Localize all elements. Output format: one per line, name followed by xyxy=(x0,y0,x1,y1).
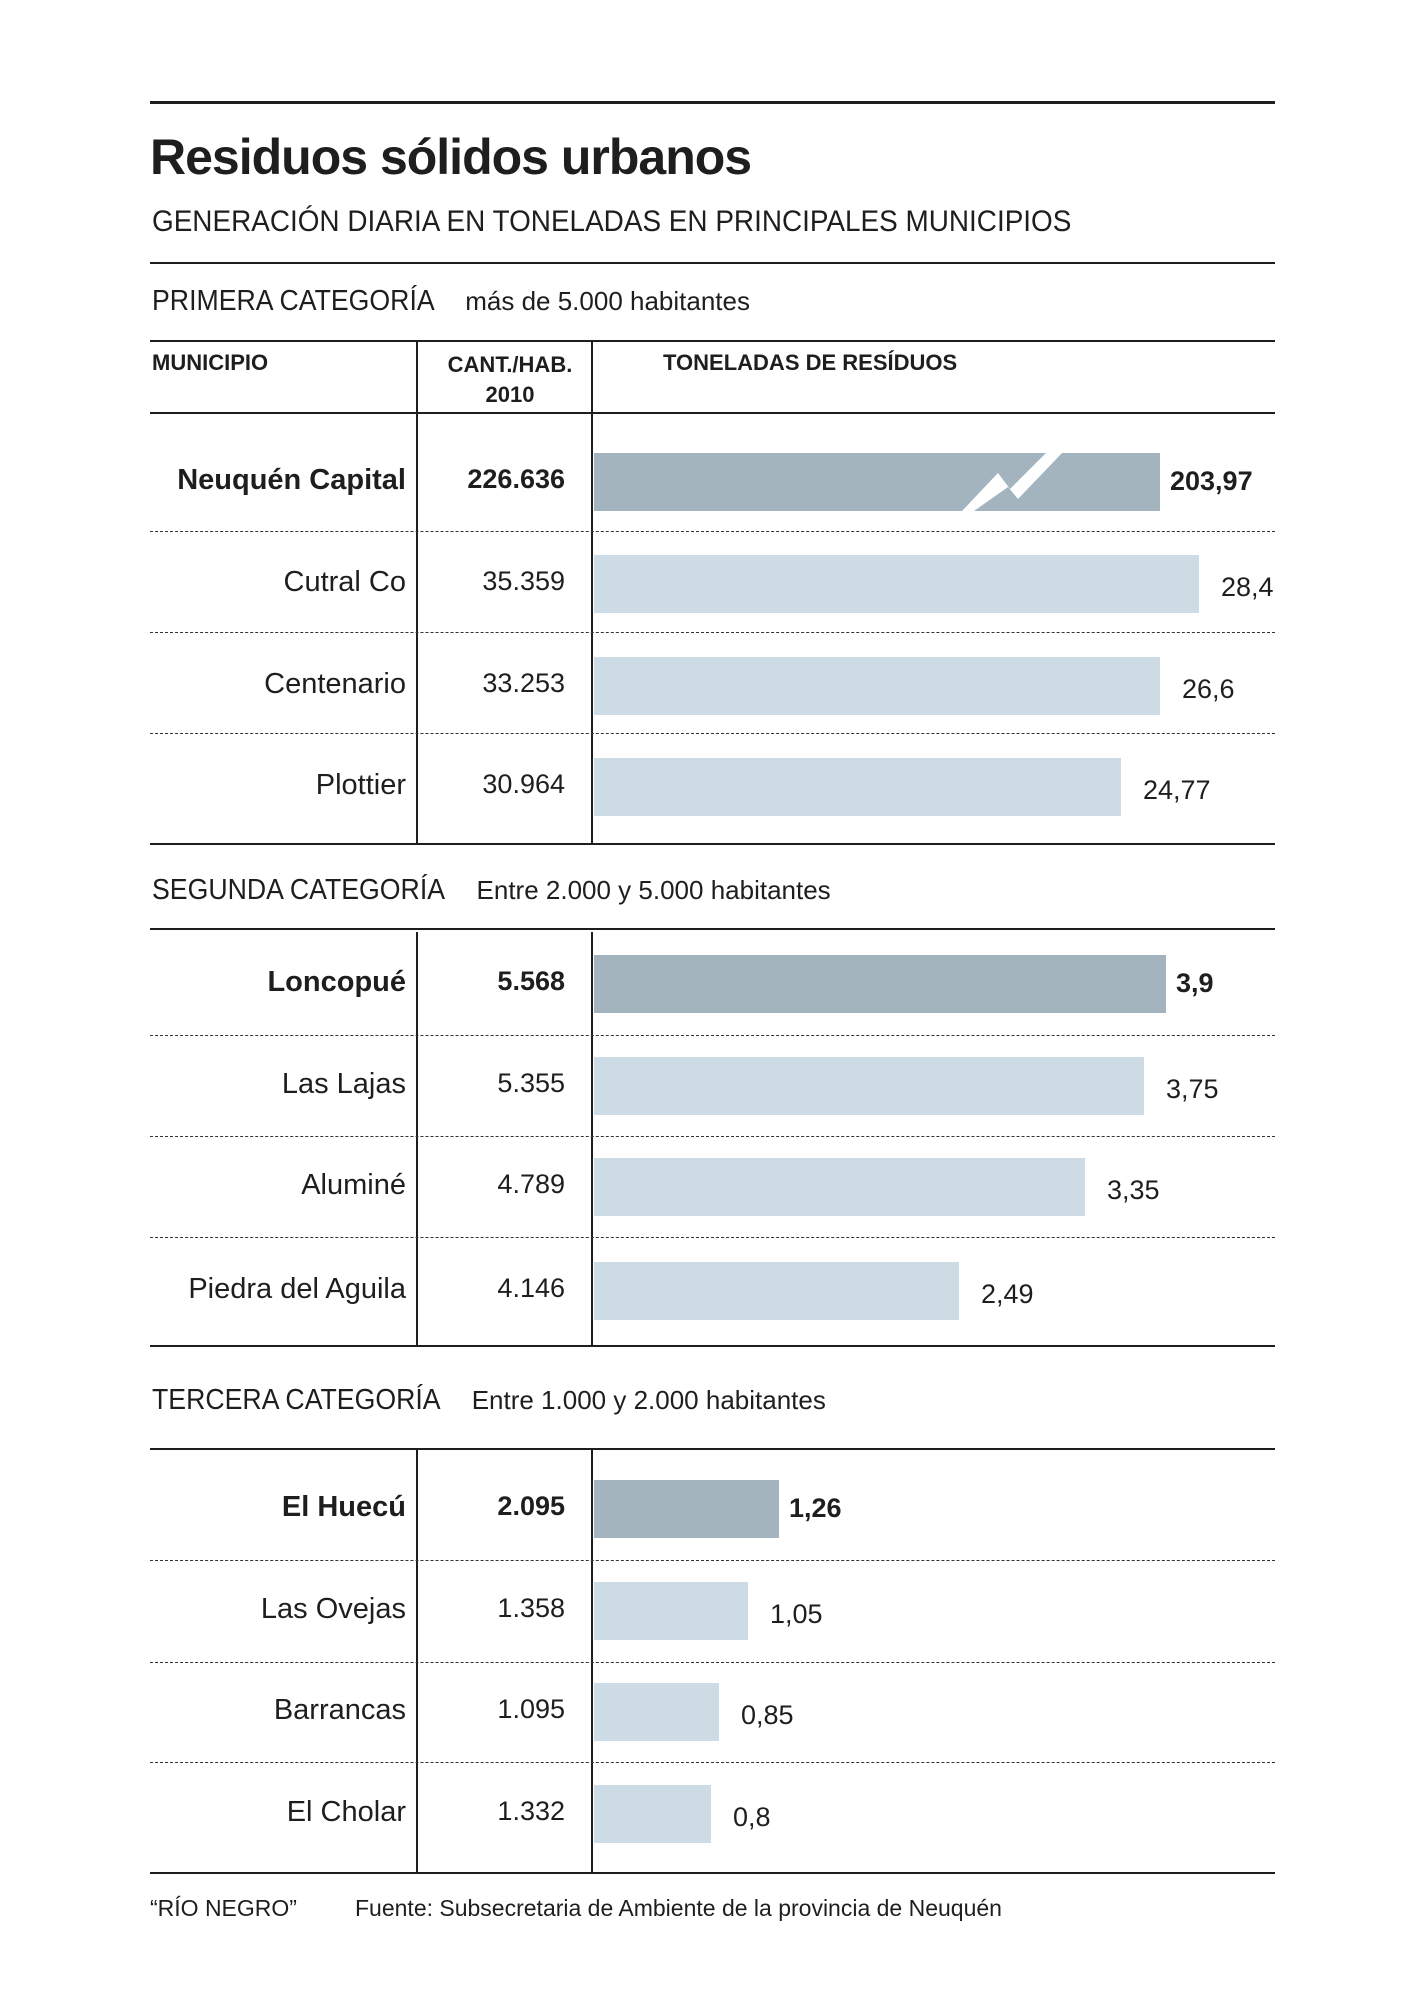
row-divider xyxy=(150,733,1275,734)
poblacion-value: 5.568 xyxy=(497,966,565,996)
chart-subtitle: GENERACIÓN DIARIA EN TONELADAS EN PRINCI… xyxy=(152,205,1072,238)
municipio-label: Barrancas xyxy=(273,1694,406,1726)
chart-title: Residuos sólidos urbanos xyxy=(150,129,752,185)
row-divider xyxy=(150,1762,1275,1763)
row-divider xyxy=(150,1035,1275,1036)
column-header-municipio: MUNICIPIO xyxy=(152,350,269,375)
municipio-label: Centenario xyxy=(264,668,406,700)
municipio-label: Cutral Co xyxy=(283,566,407,598)
value-label: 0,85 xyxy=(741,1700,794,1730)
table-top-rule xyxy=(150,1448,1275,1450)
poblacion-value: 35.359 xyxy=(482,566,565,596)
column-divider xyxy=(591,932,593,1347)
column-header-poblacion-line2: 2010 xyxy=(485,382,535,407)
category-name: TERCERA CATEGORÍA xyxy=(152,1384,441,1416)
value-label: 24,77 xyxy=(1143,775,1211,805)
bar xyxy=(594,758,1121,816)
poblacion-value: 1.095 xyxy=(497,1694,565,1724)
poblacion-value: 2.095 xyxy=(497,1491,565,1521)
column-header-poblacion: CANT./HAB. 2010 xyxy=(425,350,595,410)
municipio-label: Plottier xyxy=(315,769,406,801)
column-divider xyxy=(591,1448,593,1873)
municipio-label: Neuquén Capital xyxy=(177,464,406,496)
row-divider xyxy=(150,1560,1275,1561)
bar xyxy=(594,1262,959,1320)
column-divider xyxy=(591,340,593,845)
category-heading: SEGUNDA CATEGORÍA Entre 2.000 y 5.000 hab… xyxy=(152,874,831,907)
value-label: 0,8 xyxy=(733,1802,771,1832)
value-label: 1,26 xyxy=(789,1493,842,1523)
poblacion-value: 4.789 xyxy=(497,1169,565,1199)
poblacion-value: 33.253 xyxy=(482,668,565,698)
poblacion-value: 30.964 xyxy=(482,769,565,799)
column-divider xyxy=(416,340,418,845)
category-description: Entre 2.000 y 5.000 habitantes xyxy=(476,875,831,905)
table-top-rule xyxy=(150,928,1275,930)
row-divider xyxy=(150,1237,1275,1238)
value-label: 3,35 xyxy=(1107,1175,1160,1205)
bar xyxy=(594,555,1199,613)
value-label: 3,75 xyxy=(1166,1074,1219,1104)
footer-source: Fuente: Subsecretaria de Ambiente de la … xyxy=(355,1895,1002,1921)
value-label: 26,6 xyxy=(1182,674,1235,704)
table-top-rule xyxy=(150,340,1275,342)
column-header-toneladas: TONELADAS DE RESÍDUOS xyxy=(663,350,958,375)
row-divider xyxy=(150,1662,1275,1663)
poblacion-value: 5.355 xyxy=(497,1068,565,1098)
category-name: SEGUNDA CATEGORÍA xyxy=(152,874,446,906)
column-header-poblacion-line1: CANT./HAB. xyxy=(447,352,573,377)
column-divider xyxy=(416,932,418,1347)
poblacion-value: 1.358 xyxy=(497,1593,565,1623)
value-label: 3,9 xyxy=(1176,968,1214,998)
row-divider xyxy=(150,1136,1275,1137)
value-label: 203,97 xyxy=(1170,466,1253,496)
category-heading: PRIMERA CATEGORÍA más de 5.000 habitantes xyxy=(152,285,750,318)
value-label: 1,05 xyxy=(770,1599,823,1629)
group-bottom-rule xyxy=(150,1345,1275,1347)
municipio-label: El Cholar xyxy=(286,1796,406,1828)
bar xyxy=(594,1480,779,1538)
group-bottom-rule xyxy=(150,1872,1275,1874)
value-label: 2,49 xyxy=(981,1279,1034,1309)
bar xyxy=(594,1582,748,1640)
bar xyxy=(594,657,1160,715)
column-divider xyxy=(416,1448,418,1873)
municipio-label: Loncopué xyxy=(267,966,406,998)
header-bottom-rule xyxy=(150,412,1275,414)
bar xyxy=(594,1158,1085,1216)
bar xyxy=(594,453,1160,511)
municipio-label: Las Lajas xyxy=(281,1068,406,1100)
category-heading: TERCERA CATEGORÍA Entre 1.000 y 2.000 hab… xyxy=(152,1384,826,1417)
footer-credit: “RÍO NEGRO” xyxy=(150,1895,297,1921)
value-label: 28,4 xyxy=(1221,572,1274,602)
axis-break-icon xyxy=(962,453,1062,511)
bar xyxy=(594,1057,1144,1115)
poblacion-value: 4.146 xyxy=(497,1273,565,1303)
group-bottom-rule xyxy=(150,843,1275,845)
row-divider xyxy=(150,531,1275,532)
municipio-label: El Huecú xyxy=(281,1491,406,1523)
poblacion-value: 226.636 xyxy=(467,464,565,494)
municipio-label: Aluminé xyxy=(301,1169,406,1201)
top-rule xyxy=(150,101,1275,104)
category-name: PRIMERA CATEGORÍA xyxy=(152,285,435,317)
category-description: Entre 1.000 y 2.000 habitantes xyxy=(471,1385,826,1415)
subtitle-rule xyxy=(150,262,1275,264)
bar xyxy=(594,1785,711,1843)
bar xyxy=(594,1683,719,1741)
bar xyxy=(594,955,1166,1013)
category-description: más de 5.000 habitantes xyxy=(465,286,750,316)
municipio-label: Piedra del Aguila xyxy=(188,1273,406,1305)
municipio-label: Las Ovejas xyxy=(260,1593,406,1625)
row-divider xyxy=(150,632,1275,633)
poblacion-value: 1.332 xyxy=(497,1796,565,1826)
